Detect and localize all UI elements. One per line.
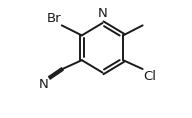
Text: N: N <box>98 7 107 20</box>
Text: N: N <box>38 78 48 91</box>
Text: Br: Br <box>47 12 61 25</box>
Text: Cl: Cl <box>143 70 156 83</box>
